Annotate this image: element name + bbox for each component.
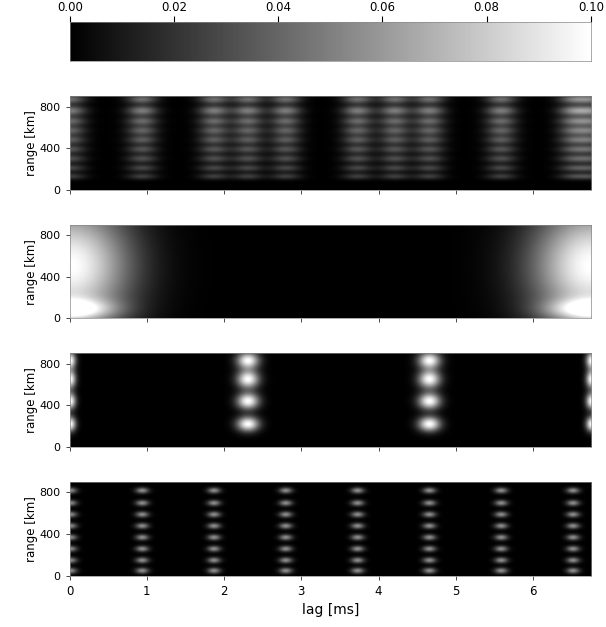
Y-axis label: range [km]: range [km] — [25, 367, 38, 433]
Y-axis label: range [km]: range [km] — [25, 110, 38, 176]
Y-axis label: range [km]: range [km] — [25, 239, 38, 305]
X-axis label: lag [ms]: lag [ms] — [302, 603, 359, 617]
Y-axis label: range [km]: range [km] — [25, 496, 38, 562]
